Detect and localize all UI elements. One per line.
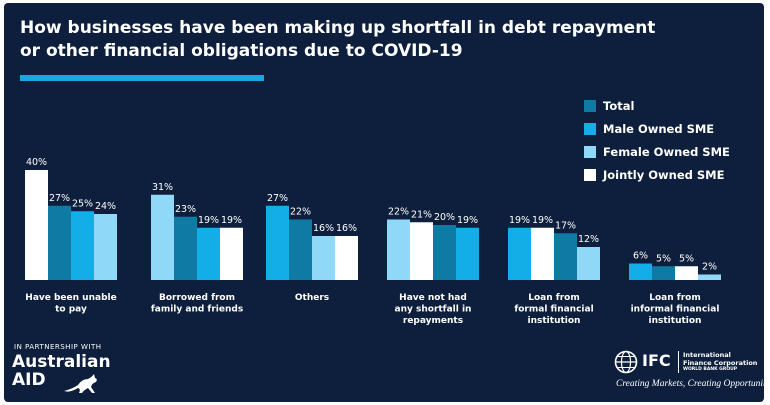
- bar-4-jointly-owned-sme: [410, 222, 433, 280]
- data-label-3-female-owned-sme: 16%: [313, 223, 334, 234]
- category-label-1: Have been unable to pay: [25, 293, 116, 315]
- bar-chart: 40%27% 25% 24%Have been unable to pay31%23%…: [25, 157, 721, 326]
- bar-5-female-owned-sme: [577, 247, 600, 280]
- bar-3-male-owned-sme: [266, 205, 289, 280]
- legend-item-total: Total: [584, 95, 759, 117]
- legend-label-jointly: Jointly Owned SME: [603, 168, 725, 182]
- bar-6-jointly-owned-sme: [675, 266, 698, 280]
- bar-6-total: [652, 266, 675, 280]
- category-label-2: Borrowed from family and friends: [151, 293, 243, 315]
- legend-label-total: Total: [603, 99, 635, 113]
- data-label-5-male-owned-sme: 19%: [509, 215, 530, 226]
- ifc-name-line-1: International: [683, 351, 731, 359]
- legend-label-male: Male Owned SME: [603, 122, 715, 136]
- bar-1-male-owned-sme: [71, 211, 94, 280]
- bar-group-3: 27%22%16% 16%Others: [266, 193, 358, 303]
- data-label-5-total: 17%: [555, 220, 576, 231]
- partner-logo-block: IN PARTNERSHIP WITH Australian AID: [12, 343, 212, 398]
- data-label-4-jointly-owned-sme: 21%: [411, 209, 432, 220]
- ifc-group-name: WORLD BANK GROUP: [683, 367, 738, 372]
- data-label-4-male-owned-sme: 19%: [457, 215, 478, 226]
- data-label-6-male-owned-sme: 6%: [633, 251, 648, 262]
- chart-legend: Total Male Owned SME Female Owned SME Jo…: [584, 95, 759, 187]
- legend-item-female: Female Owned SME: [584, 141, 759, 163]
- legend-label-female: Female Owned SME: [603, 145, 730, 159]
- bar-group-4: 22% 21% 20% 19% Have not had any shortfall in…: [387, 207, 479, 326]
- partner-text: IN PARTNERSHIP WITH: [14, 343, 102, 351]
- data-label-4-total: 20%: [434, 212, 455, 223]
- data-label-3-total: 22%: [290, 207, 311, 218]
- bar-1-female-owned-sme: [94, 214, 117, 280]
- bar-5-total: [554, 233, 577, 280]
- data-label-5-jointly-owned-sme: 19%: [532, 215, 553, 226]
- bar-1-total: [48, 205, 71, 280]
- bar-4-female-owned-sme: [387, 219, 410, 280]
- bar-6-male-owned-sme: [629, 263, 652, 280]
- australian-aid-word-2: AID: [12, 370, 46, 390]
- ifc-wordmark: IFC: [642, 351, 671, 370]
- data-label-3-male-owned-sme: 27%: [267, 193, 288, 204]
- ifc-logo-block: IFC International Finance Corporation WO…: [612, 348, 764, 398]
- legend-swatch-jointly: [584, 169, 596, 181]
- bar-1-jointly-owned-sme: [25, 170, 48, 280]
- data-label-1-jointly-owned-sme: 40%: [26, 157, 47, 168]
- bar-6-female-owned-sme: [698, 274, 721, 280]
- category-label-6: Loan from informal financial institution: [631, 293, 720, 326]
- data-label-2-male-owned-sme: 19%: [198, 215, 219, 226]
- ifc-full-name: International Finance Corporation WORLD …: [683, 351, 757, 373]
- data-label-2-total: 23%: [175, 204, 196, 215]
- bar-2-jointly-owned-sme: [220, 227, 243, 280]
- data-label-1-female-owned-sme: 24%: [95, 201, 116, 212]
- bar-group-2: 31%23%19% 19%Borrowed from family and frie…: [151, 182, 243, 315]
- data-label-6-female-owned-sme: 2%: [702, 262, 717, 273]
- bar-5-male-owned-sme: [508, 227, 531, 280]
- bar-group-5: 19% 19% 17%12%Loan from formal financial ins…: [508, 215, 600, 326]
- ifc-divider: [678, 351, 679, 373]
- bar-3-total: [289, 219, 312, 280]
- kangaroo-icon: [64, 374, 97, 393]
- data-label-1-total: 27%: [49, 193, 70, 204]
- chart-title-line-1: How businesses have been making up short…: [20, 18, 656, 38]
- legend-swatch-female: [584, 146, 596, 158]
- legend-item-jointly: Jointly Owned SME: [584, 164, 759, 186]
- bar-2-female-owned-sme: [151, 194, 174, 280]
- data-label-2-female-owned-sme: 31%: [152, 182, 173, 193]
- legend-swatch-male: [584, 123, 596, 135]
- category-label-3: Others: [295, 293, 329, 303]
- ifc-tagline: Creating Markets, Creating Opportunities: [616, 379, 764, 389]
- ifc-name-line-2: Finance Corporation: [683, 359, 758, 367]
- title-accent-bar: [20, 75, 264, 81]
- data-label-5-female-owned-sme: 12%: [578, 234, 599, 245]
- australian-aid-logo: Australian AID: [12, 353, 111, 389]
- chart-title-line-2: or other financial obligations due to CO…: [20, 41, 463, 61]
- data-label-4-female-owned-sme: 22%: [388, 207, 409, 218]
- legend-swatch-total: [584, 100, 596, 112]
- data-label-6-jointly-owned-sme: 5%: [679, 253, 694, 264]
- bar-3-female-owned-sme: [312, 236, 335, 280]
- data-label-2-jointly-owned-sme: 19%: [221, 215, 242, 226]
- legend-item-male: Male Owned SME: [584, 118, 759, 140]
- bar-2-male-owned-sme: [197, 227, 220, 280]
- bar-group-1: 40% 27% 25% 24% Have been unable to pay: [25, 157, 117, 315]
- infographic-panel: How businesses have been making up short…: [4, 3, 764, 402]
- australian-aid-word-1: Australian: [12, 352, 111, 372]
- bar-5-jointly-owned-sme: [531, 227, 554, 280]
- bar-3-jointly-owned-sme: [335, 236, 358, 280]
- data-label-1-male-owned-sme: 25%: [72, 198, 93, 209]
- globe-icon: [614, 350, 638, 374]
- category-label-5: Loan from formal financial institution: [514, 293, 593, 326]
- chart-title: How businesses have been making up short…: [20, 17, 680, 63]
- bar-4-male-owned-sme: [456, 227, 479, 280]
- bar-2-total: [174, 216, 197, 280]
- data-label-6-total: 5%: [656, 253, 671, 264]
- bar-4-total: [433, 225, 456, 280]
- bar-group-6: 6% 5% 5% 2% Loan from informal financial insti…: [629, 251, 721, 326]
- category-label-4: Have not had any shortfall in repayments: [395, 293, 472, 326]
- data-label-3-jointly-owned-sme: 16%: [336, 223, 357, 234]
